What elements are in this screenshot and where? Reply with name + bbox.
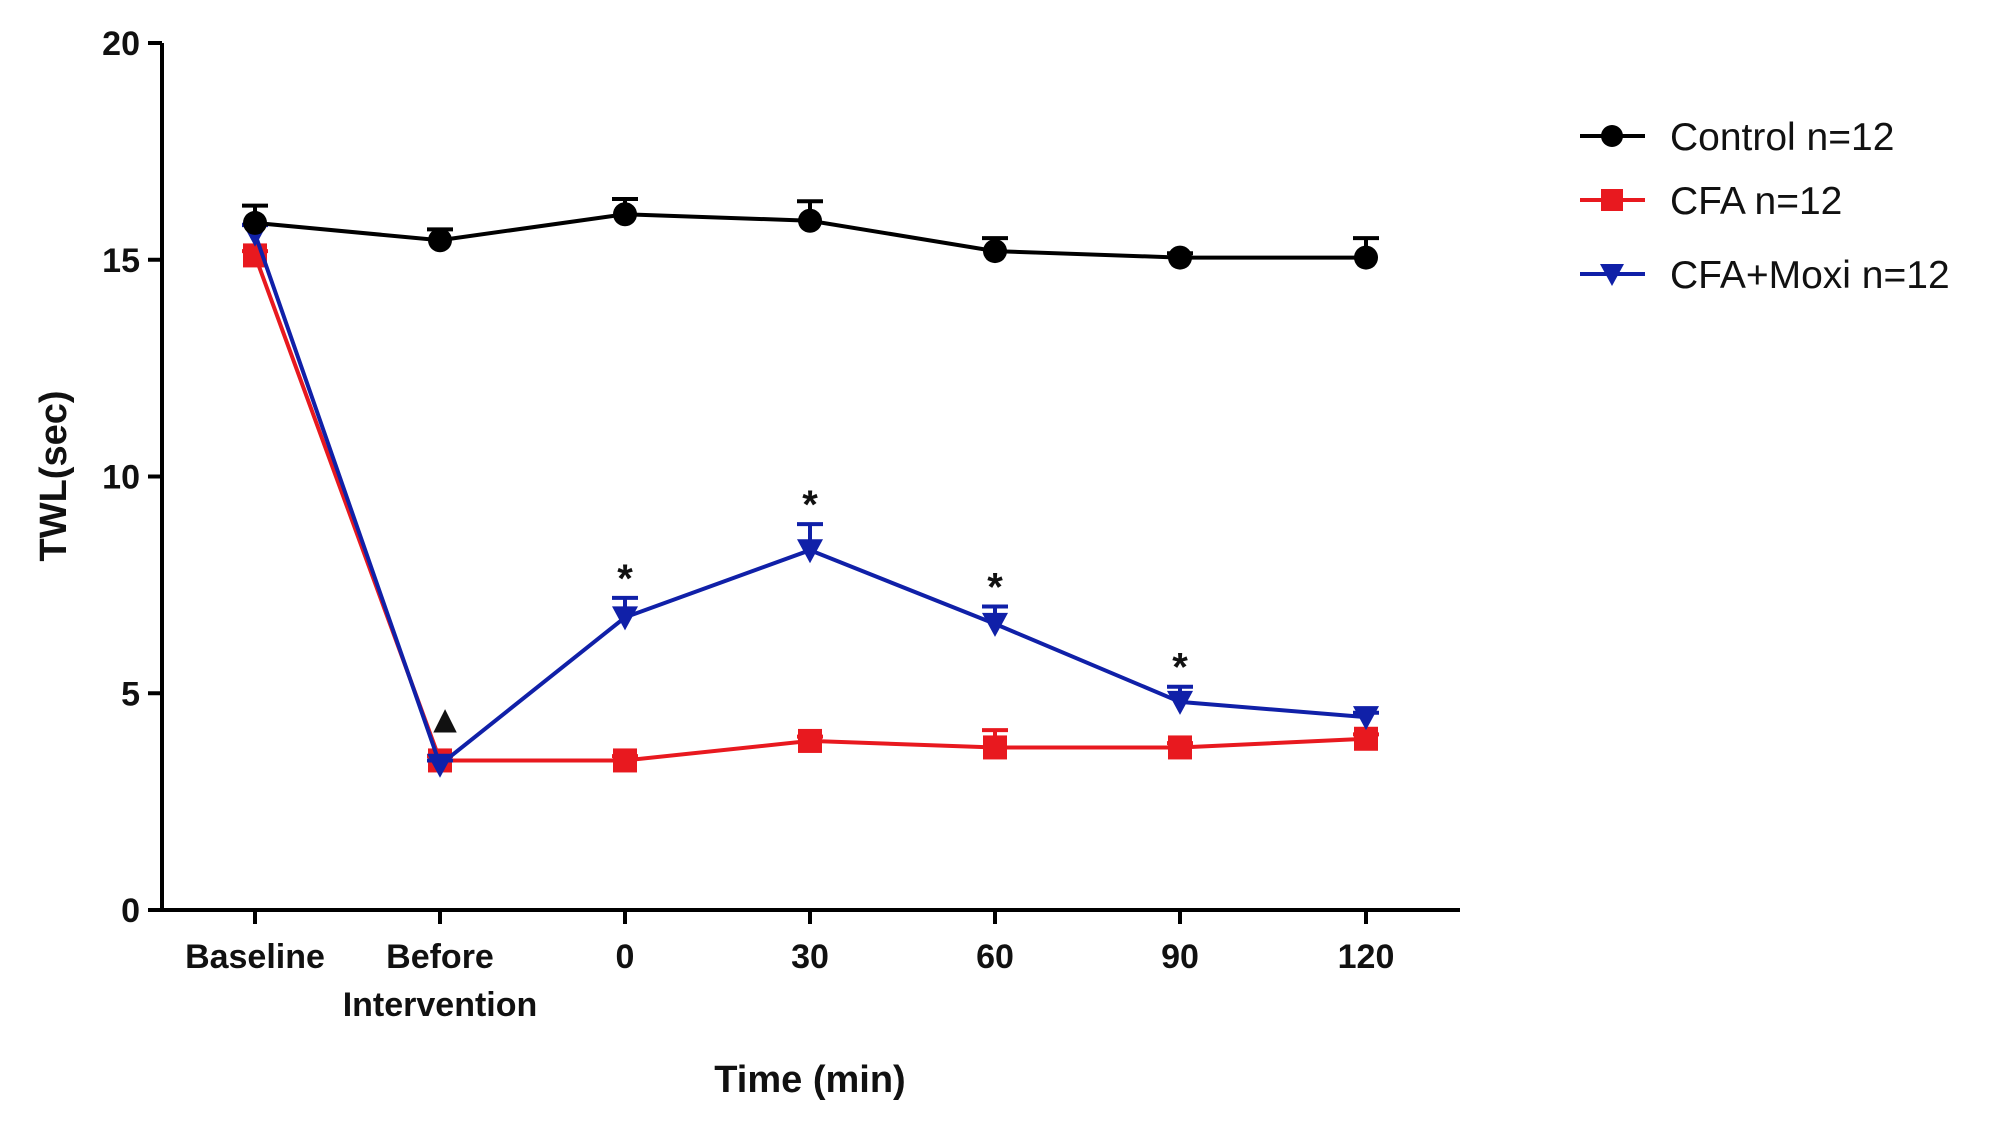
legend-item: CFA n=12 — [1580, 180, 1842, 223]
circle-marker — [983, 239, 1007, 264]
circle-marker — [428, 228, 452, 253]
triangle-down-marker — [612, 606, 638, 631]
legend-label: CFA n=12 — [1670, 180, 1842, 223]
y-tick-label: 5 — [121, 675, 140, 713]
square-marker — [1601, 189, 1623, 211]
x-tick-label: Before Intervention — [343, 938, 538, 1024]
series-control — [242, 197, 1379, 270]
y-tick-label: 10 — [102, 459, 140, 497]
legend-label: CFA+Moxi n=12 — [1670, 254, 1950, 297]
x-tick-label: Baseline — [185, 938, 325, 976]
circle-marker — [1354, 245, 1378, 270]
x-tick-label: 0 — [616, 938, 635, 976]
circle-marker — [613, 202, 637, 227]
y-tick-label: 20 — [102, 25, 140, 63]
triangle-down-marker — [1167, 690, 1193, 715]
triangle-down-marker — [1600, 264, 1624, 286]
axes: 0 5 10 15 20 Baseline Before Intervention 0 30 60 9… — [102, 25, 1460, 1024]
significance-asterisk: * — [802, 483, 818, 527]
circle-marker — [243, 210, 267, 235]
square-marker — [798, 728, 822, 753]
y-axis-label: TWL(sec) — [33, 391, 75, 562]
x-tick-label: 120 — [1338, 938, 1395, 976]
triangle-down-marker — [427, 753, 453, 778]
significance-triangle: ▲ — [425, 697, 465, 741]
x-tick-label: 30 — [791, 938, 829, 976]
x-tick-label: 60 — [976, 938, 1014, 976]
legend-item: Control n=12 — [1580, 116, 1894, 159]
x-tick-label: 90 — [1161, 938, 1199, 976]
series-marks: ▲ * * * * — [242, 197, 1379, 778]
significance-asterisk: * — [1172, 646, 1188, 690]
y-tick-label: 0 — [121, 892, 140, 930]
x-axis-label: Time (min) — [714, 1059, 905, 1101]
triangle-down-marker — [797, 539, 823, 564]
legend: Control n=12 CFA n=12 CFA+Moxi n=12 — [1580, 116, 1950, 297]
legend-item: CFA+Moxi n=12 — [1580, 254, 1950, 297]
triangle-down-marker — [982, 612, 1008, 637]
square-marker — [1168, 735, 1192, 760]
legend-label: Control n=12 — [1670, 116, 1894, 159]
circle-marker — [798, 208, 822, 233]
square-marker — [613, 748, 637, 773]
significance-asterisk: * — [617, 557, 633, 601]
y-tick-label: 15 — [102, 242, 140, 280]
square-marker — [1354, 726, 1378, 751]
significance-asterisk: * — [987, 566, 1003, 610]
triangle-down-marker — [1353, 706, 1379, 731]
square-marker — [983, 735, 1007, 760]
circle-marker — [1601, 125, 1623, 147]
circle-marker — [1168, 245, 1192, 270]
